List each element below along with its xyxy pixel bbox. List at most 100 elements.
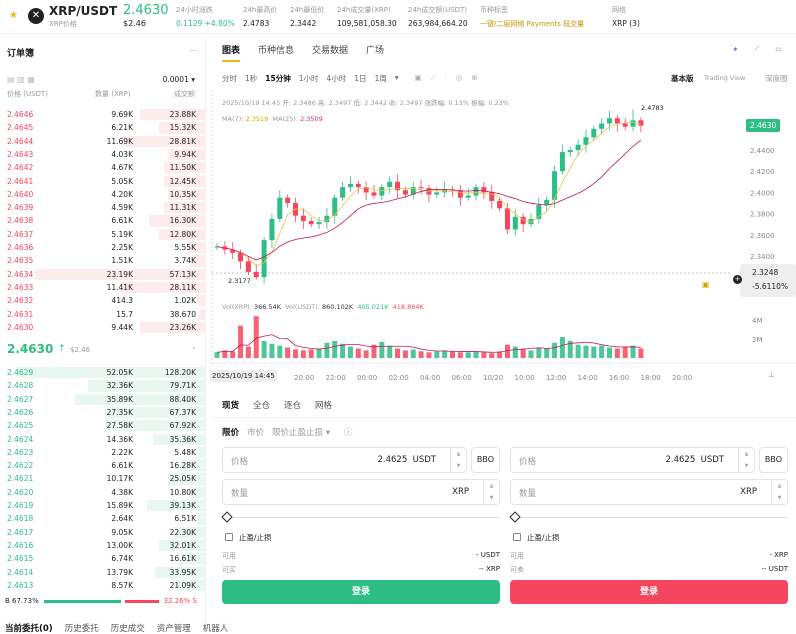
tab-trade-history[interactable]: 历史成交: [110, 624, 145, 634]
bid-row[interactable]: 2.4617 9.05K 22.30K: [0, 526, 206, 539]
interval-1w[interactable]: 1周: [374, 74, 387, 83]
bid-row[interactable]: 2.4628 32.36K 79.71K: [0, 379, 206, 392]
buy-tpsl-checkbox[interactable]: [225, 533, 233, 541]
buy-qty-input[interactable]: 数量 XRP ▲ ▼: [222, 479, 500, 505]
ask-row[interactable]: 2.4633 11.41K 28.11K: [0, 281, 206, 294]
ask-row[interactable]: 2.4639 4.59K 11.31K: [0, 201, 206, 214]
bid-row[interactable]: 2.4619 15.89K 39.13K: [0, 499, 206, 512]
ask-row[interactable]: 2.4640 4.20K 10.35K: [0, 188, 206, 201]
tab-assets[interactable]: 资产管理: [156, 624, 191, 634]
tab-isolated[interactable]: 逐仓: [284, 401, 302, 411]
type-stop-limit[interactable]: 限价止盈止损 ▾: [272, 428, 331, 438]
qty-stepper[interactable]: ▲ ▼: [771, 480, 787, 504]
tab-open-orders[interactable]: 当前委托(0): [5, 624, 53, 634]
bid-row[interactable]: 2.4621 10.17K 25.05K: [0, 472, 206, 485]
bid-row[interactable]: 2.4625 27.58K 67.92K: [0, 419, 206, 432]
interval-1s[interactable]: 1秒: [245, 74, 258, 83]
ask-row[interactable]: 2.4634 23.19K 57.13K: [0, 268, 206, 281]
ask-row[interactable]: 2.4642 4.67K 11.50K: [0, 161, 206, 174]
tab-coin-info[interactable]: 币种信息: [258, 46, 295, 56]
ask-row[interactable]: 2.4631 15.7 38.670: [0, 308, 206, 321]
interval-1d[interactable]: 1日: [354, 74, 367, 83]
tab-chart[interactable]: 图表: [222, 43, 241, 62]
info-icon[interactable]: ⓘ: [344, 428, 353, 438]
sell-price-input[interactable]: 价格 2.4625 USDT ▲ ▼: [510, 447, 755, 473]
buy-amount-slider[interactable]: [226, 517, 500, 518]
price-stepper[interactable]: ▲ ▼: [738, 448, 754, 472]
row-total: 16.28K: [169, 461, 196, 471]
bid-row[interactable]: 2.4618 2.64K 6.51K: [0, 512, 206, 525]
bid-row[interactable]: 2.4627 35.89K 88.40K: [0, 393, 206, 406]
ask-row[interactable]: 2.4641 5.05K 12.45K: [0, 175, 206, 188]
layout-toggle-icon[interactable]: ▤ ▥ ▦: [7, 75, 35, 84]
ask-row[interactable]: 2.4636 2.25K 5.55K: [0, 241, 206, 254]
row-price: 2.4626: [7, 407, 34, 417]
bid-row[interactable]: 2.4613 8.57K 21.09K: [0, 579, 206, 592]
row-total: 67.92K: [169, 421, 196, 431]
tab-square[interactable]: 广场: [366, 46, 385, 56]
buy-login-button[interactable]: 登录: [222, 580, 500, 604]
bid-row[interactable]: 2.4629 52.05K 128.20K: [0, 366, 206, 379]
ask-row[interactable]: 2.4646 9.69K 23.88K: [0, 108, 206, 121]
candlestick-chart[interactable]: 2.4400 2.4200 2.4000 2.3800 2.3600 2.3400 4M 2M…: [0, 0, 796, 400]
ask-row[interactable]: 2.4644 11.69K 28.81K: [0, 135, 206, 148]
add-alert-icon[interactable]: +: [733, 275, 742, 284]
chevron-right-icon[interactable]: ›: [192, 344, 195, 352]
tab-grid[interactable]: 网格: [315, 401, 333, 411]
qty-stepper[interactable]: ▲ ▼: [483, 480, 499, 504]
order-tabs: 现货 全仓 逐仓 网格: [222, 399, 332, 411]
sell-tpsl-checkbox[interactable]: [513, 533, 521, 541]
bid-row[interactable]: 2.4614 13.79K 33.95K: [0, 566, 206, 579]
bid-row[interactable]: 2.4620 4.38K 10.80K: [0, 486, 206, 499]
draw-icon[interactable]: ⟋: [754, 44, 760, 53]
bid-row[interactable]: 2.4622 6.61K 16.28K: [0, 459, 206, 472]
sell-amount-slider[interactable]: [514, 517, 788, 518]
hover-price-box: 2.3248 -5.6110%: [740, 264, 796, 297]
tab-bots[interactable]: 机器人: [202, 624, 229, 634]
ask-row[interactable]: 2.4638 6.61K 16.30K: [0, 214, 206, 227]
bid-row[interactable]: 2.4623 2.22K 5.48K: [0, 446, 206, 459]
bid-row[interactable]: 2.4624 14.36K 35.36K: [0, 433, 206, 446]
slider-handle[interactable]: [509, 511, 521, 523]
tab-cross[interactable]: 全仓: [253, 401, 271, 411]
type-market[interactable]: 市价: [247, 428, 265, 438]
row-price: 2.4645: [7, 123, 34, 133]
chart-tools-icons[interactable]: ▣⟋⫶◎⊕: [414, 73, 487, 82]
ask-row[interactable]: 2.4630 9.44K 23.26K: [0, 321, 206, 334]
tab-spot[interactable]: 现货: [222, 401, 240, 411]
slider-handle[interactable]: [221, 511, 233, 523]
ask-row[interactable]: 2.4645 6.21K 15.32K: [0, 121, 206, 134]
ask-row[interactable]: 2.4632 414.3 1.02K: [0, 294, 206, 307]
interval-more[interactable]: ▾: [394, 73, 399, 82]
ask-row[interactable]: 2.4643 4.03K 9.94K: [0, 148, 206, 161]
view-depth[interactable]: 深度图: [765, 74, 788, 83]
interval-time[interactable]: 分时: [222, 74, 237, 83]
tab-order-history[interactable]: 历史委托: [64, 624, 99, 634]
favorite-star-icon[interactable]: ★: [9, 10, 18, 21]
buy-price-input[interactable]: 价格 2.4625 USDT ▲ ▼: [222, 447, 467, 473]
order-marker-icon[interactable]: ▣: [702, 280, 710, 289]
sell-bbo-button[interactable]: BBO: [759, 447, 788, 473]
bid-row[interactable]: 2.4626 27.35K 67.37K: [0, 406, 206, 419]
ask-row[interactable]: 2.4637 5.19K 12.80K: [0, 228, 206, 241]
sell-login-button[interactable]: 登录: [510, 580, 788, 604]
more-button[interactable]: ...: [189, 44, 197, 53]
sell-qty-input[interactable]: 数量 XRP ▲ ▼: [510, 479, 788, 505]
layout-icon[interactable]: ⚏: [775, 44, 783, 53]
tab-trade-data[interactable]: 交易数据: [312, 46, 349, 56]
buy-bbo-button[interactable]: BBO: [471, 447, 500, 473]
view-basic[interactable]: 基本版: [671, 74, 694, 83]
ask-row[interactable]: 2.4635 1.51K 3.74K: [0, 254, 206, 267]
type-limit[interactable]: 限价: [222, 428, 240, 438]
interval-15m[interactable]: 15分钟: [265, 74, 291, 83]
symbol[interactable]: XRP/USDT: [49, 4, 118, 18]
interval-1h[interactable]: 1小时: [298, 74, 319, 83]
scale-icon[interactable]: ⊥: [768, 370, 775, 379]
bid-row[interactable]: 2.4615 6.74K 16.61K: [0, 552, 206, 565]
precision-select[interactable]: 0.0001 ▾: [162, 75, 195, 84]
view-tradingview[interactable]: Trading View: [704, 74, 746, 82]
bid-row[interactable]: 2.4616 13.00K 32.01K: [0, 539, 206, 552]
interval-4h[interactable]: 4小时: [326, 74, 347, 83]
magic-icon[interactable]: ✦: [732, 45, 739, 54]
price-stepper[interactable]: ▲ ▼: [450, 448, 466, 472]
